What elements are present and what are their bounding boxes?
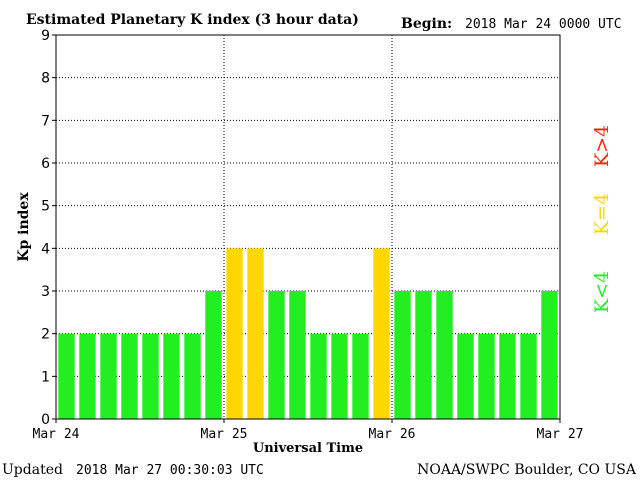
kp-bar	[520, 333, 537, 419]
kp-bar	[331, 333, 348, 419]
kp-bar	[79, 333, 96, 419]
x-axis-label: Universal Time	[253, 441, 363, 456]
kp-bar	[289, 291, 306, 419]
x-tick-label: Mar 27	[537, 427, 584, 442]
x-tick-label: Mar 24	[33, 427, 80, 442]
y-tick-label: 8	[41, 71, 50, 87]
kp-bar	[415, 291, 432, 419]
legend-entry: K=4	[591, 193, 613, 235]
kp-bar	[310, 333, 327, 419]
kp-bar	[184, 333, 201, 419]
kp-bar	[457, 333, 474, 419]
kp-bar	[436, 291, 453, 419]
kp-bar	[100, 333, 117, 419]
kp-bar	[205, 291, 222, 419]
grid-lines	[56, 35, 560, 419]
kp-bar	[226, 248, 243, 419]
kp-bar	[268, 291, 285, 419]
y-tick-label: 1	[41, 369, 50, 385]
kp-bar	[163, 333, 180, 419]
y-tick-label: 6	[41, 156, 50, 172]
kp-bar	[478, 333, 495, 419]
y-axis-label: Kp index	[16, 192, 32, 262]
y-tick-label: 7	[41, 113, 50, 129]
source-credit: NOAA/SWPC Boulder, CO USA	[417, 462, 637, 478]
kp-bar	[247, 248, 264, 419]
begin-label: Begin:	[401, 16, 452, 32]
begin-value: 2018 Mar 24 0000 UTC	[465, 17, 622, 32]
legend-entry: K>4	[591, 125, 613, 167]
updated-value: 2018 Mar 27 00:30:03 UTC	[76, 463, 264, 478]
y-tick-label: 0	[41, 412, 50, 428]
kp-bar	[142, 333, 159, 419]
kp-bar	[499, 333, 516, 419]
y-tick-label: 3	[41, 284, 50, 300]
y-tick-label: 4	[41, 241, 50, 257]
y-tick-label: 9	[41, 28, 50, 44]
y-tick-label: 2	[41, 327, 50, 343]
y-ticks: 0 1 2 3 4 5 6 7 8 9	[41, 28, 56, 428]
chart-title: Estimated Planetary K index (3 hour data…	[26, 12, 359, 28]
legend-entry: K<4	[591, 271, 613, 313]
bars	[58, 248, 558, 419]
x-tick-label: Mar 26	[369, 427, 416, 442]
kp-bar	[352, 333, 369, 419]
legend: K<4 K=4 K>4	[591, 125, 613, 313]
y-tick-label: 5	[41, 199, 50, 215]
x-ticks: Mar 24 Mar 25 Mar 26 Mar 27	[33, 419, 584, 442]
kp-bar	[394, 291, 411, 419]
plot-frame	[56, 35, 560, 419]
kp-bar	[373, 248, 390, 419]
x-tick-label: Mar 25	[201, 427, 248, 442]
kp-bar	[121, 333, 138, 419]
updated-label: Updated	[2, 462, 63, 478]
kp-bar	[58, 333, 75, 419]
plot-border	[55, 34, 561, 420]
kp-bar	[541, 291, 558, 419]
